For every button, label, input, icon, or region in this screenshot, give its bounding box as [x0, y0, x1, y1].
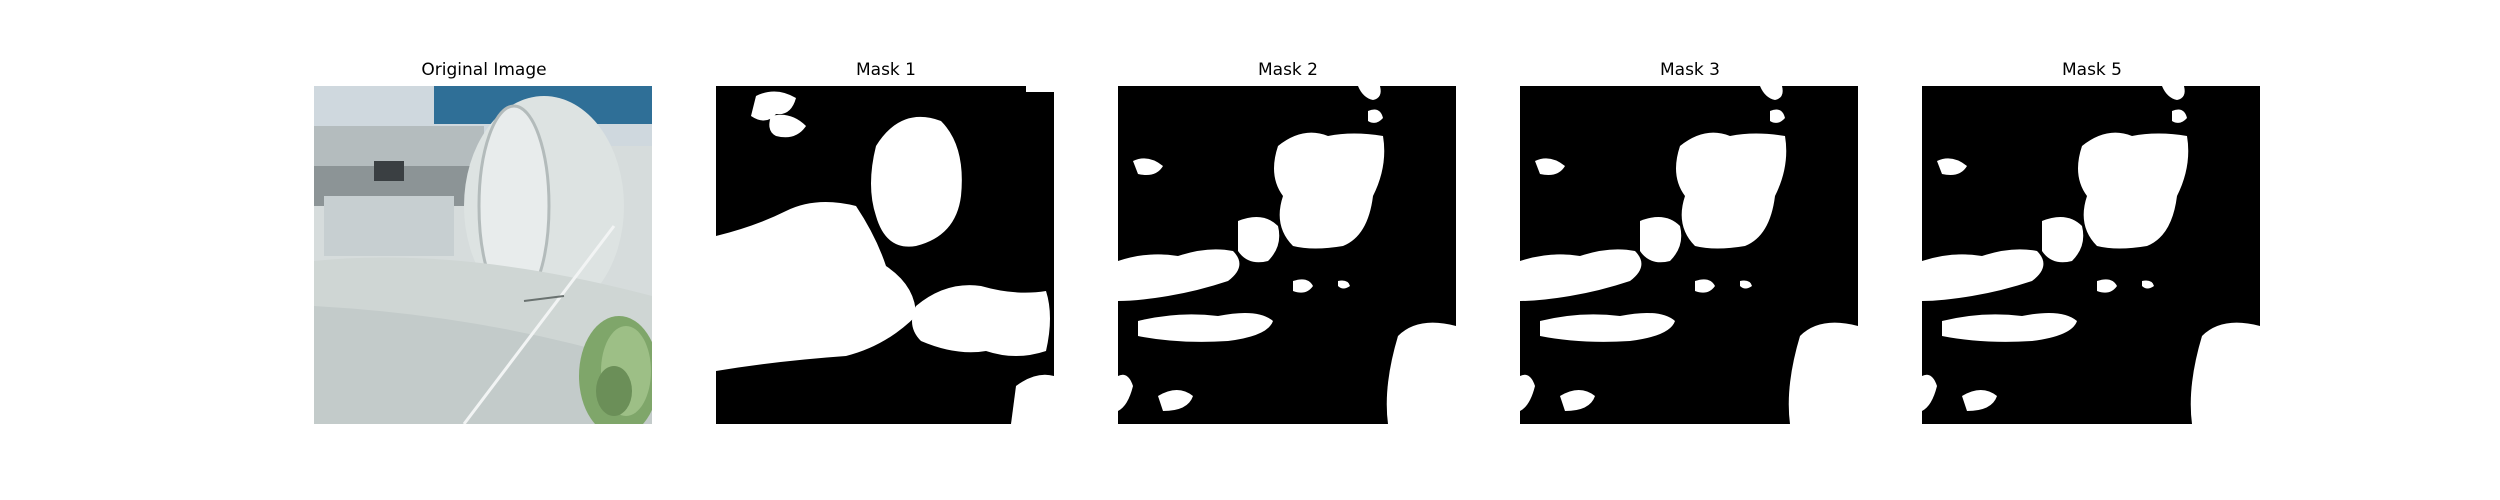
mask-2-title: Mask 2 [1257, 60, 1318, 80]
mask-1-title: Mask 1 [855, 60, 916, 80]
mask-3-panel: Mask 3 [1520, 56, 1860, 424]
mask-3-title: Mask 3 [1659, 60, 1720, 80]
mask-2-panel: Mask 2 [1118, 56, 1458, 424]
original-image [314, 86, 652, 424]
mask-3-image [1520, 86, 1858, 424]
mask-5-image [1922, 86, 2260, 424]
mask-2-image [1118, 86, 1456, 424]
mask-5-panel: Mask 5 [1922, 56, 2262, 424]
original-image-title: Original Image [421, 60, 547, 80]
mask-5-title: Mask 5 [2061, 60, 2122, 80]
original-image-panel: Original Image [314, 56, 654, 424]
mask-1-image [716, 86, 1054, 424]
mask-1-panel: Mask 1 [716, 56, 1056, 424]
